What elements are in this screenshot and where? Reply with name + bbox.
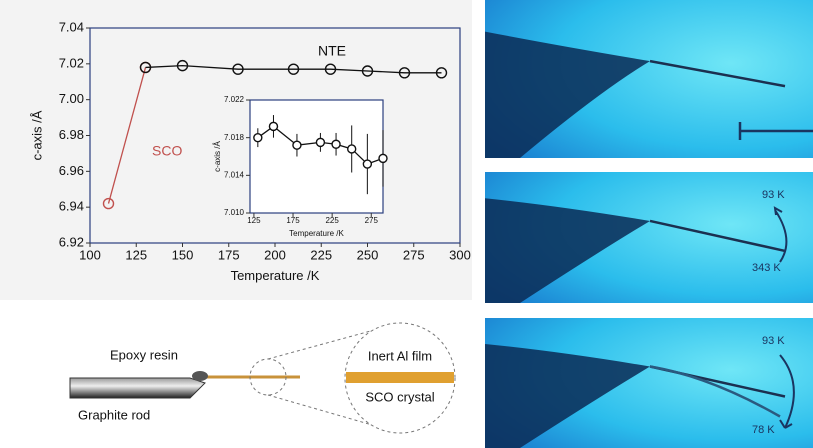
x-tick-label: 300 <box>449 247 471 262</box>
data-point <box>331 139 341 149</box>
fiber <box>649 219 786 253</box>
x-tick-label: 125 <box>125 247 147 262</box>
y-tick-label: 6.96 <box>59 163 84 178</box>
annotation: NTE <box>318 43 346 59</box>
x-tick-label: 150 <box>172 247 194 262</box>
x-axis-label: Temperature /K <box>289 229 344 238</box>
x-tick-label: 225 <box>325 216 339 225</box>
data-point <box>139 61 152 74</box>
data-point <box>435 67 448 79</box>
chart-panel <box>0 0 472 300</box>
temp-label: 78 K <box>752 424 775 436</box>
x-tick-label: 100 <box>79 247 101 262</box>
temp-label: 93 K <box>762 335 785 347</box>
y-tick-label: 7.018 <box>224 133 245 142</box>
x-tick-label: 175 <box>286 216 300 225</box>
sco-band <box>346 372 454 383</box>
fiber <box>649 59 786 88</box>
data-point <box>253 132 263 143</box>
x-tick-label: 250 <box>357 247 379 262</box>
arrow <box>779 354 795 429</box>
x-tick-label: 125 <box>247 216 261 225</box>
temp-label: 93 K <box>762 189 785 201</box>
fiber-bent <box>649 365 781 418</box>
crystal-label: SCO crystal <box>365 389 434 404</box>
data-point <box>102 197 115 210</box>
data-point <box>315 137 326 148</box>
data-point <box>362 159 373 169</box>
temp-label: 343 K <box>752 262 781 274</box>
rod-label: Graphite rod <box>78 407 150 422</box>
data-point <box>268 121 279 132</box>
y-tick-label: 7.00 <box>59 91 84 106</box>
plot-frame <box>249 99 384 214</box>
data-point <box>176 59 189 72</box>
x-tick-label: 275 <box>403 247 425 262</box>
data-point <box>324 63 337 75</box>
annotation: SCO <box>152 143 182 159</box>
diagram: Inert Al film SCO crystal Epoxy resin Gr… <box>69 322 456 434</box>
y-tick-label: 6.98 <box>59 127 84 142</box>
film-label: Inert Al film <box>368 348 432 363</box>
graphite-rod <box>69 377 206 399</box>
y-tick-label: 7.014 <box>224 170 245 179</box>
photo-shadow <box>485 31 650 159</box>
series-line <box>145 64 442 74</box>
x-tick-label: 225 <box>310 247 332 262</box>
y-axis-label: c-axis /Å <box>29 110 44 160</box>
data-point <box>292 140 302 150</box>
scale-bar <box>738 122 813 140</box>
y-tick-label: 6.94 <box>59 199 84 214</box>
photo-shadow <box>485 344 650 448</box>
photo-shadow <box>485 198 650 303</box>
x-axis-label: Temperature /K <box>231 268 320 283</box>
series-line <box>107 67 147 204</box>
data-point <box>347 144 357 154</box>
x-tick-label: 200 <box>264 247 286 262</box>
data-point <box>287 63 300 75</box>
epoxy-blob <box>192 371 208 381</box>
y-tick-label: 7.010 <box>224 208 245 217</box>
y-tick-label: 7.02 <box>59 55 84 70</box>
y-tick-label: 7.04 <box>59 19 84 34</box>
data-point <box>361 65 374 77</box>
data-point <box>398 67 411 79</box>
arrow <box>773 206 788 263</box>
data-point <box>378 153 388 164</box>
y-tick-label: 6.92 <box>59 234 84 249</box>
x-tick-label: 175 <box>218 247 240 262</box>
data-point <box>232 63 244 75</box>
y-axis-label: c-axis /Å <box>213 141 222 172</box>
photos: 93 K 343 K 93 K 78 K <box>485 0 813 448</box>
x-tick-label: 275 <box>365 216 379 225</box>
epoxy-label: Epoxy resin <box>110 347 178 362</box>
y-tick-label: 7.022 <box>224 95 245 104</box>
